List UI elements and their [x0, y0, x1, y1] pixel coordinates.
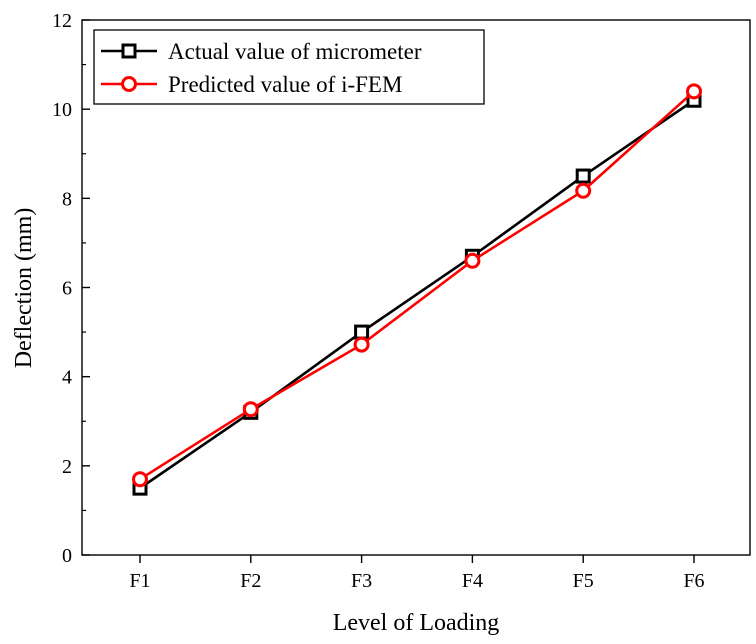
x-axis-title: Level of Loading — [333, 610, 500, 636]
legend-label-1: Actual value of micrometer — [168, 39, 422, 64]
legend-item-1: Actual value of micrometer — [101, 39, 422, 64]
y-tick-label: 0 — [62, 545, 72, 567]
legend-group: Actual value of micrometer Predicted valu… — [93, 29, 485, 105]
legend-box — [93, 29, 485, 105]
x-tick-label: F1 — [129, 570, 150, 592]
series-1-point — [354, 324, 370, 340]
legend-marker-2 — [121, 76, 137, 92]
series-1-line — [139, 99, 695, 490]
series-2-line — [139, 90, 695, 481]
series-2-point — [575, 182, 592, 199]
y-tick-label: 10 — [52, 99, 72, 121]
y-tick-label: 12 — [52, 10, 72, 32]
series-1 — [132, 92, 702, 496]
series-2-point — [242, 401, 259, 418]
series-group — [132, 83, 702, 496]
axes-group: 0 2 4 6 8 10 12 F1 F2 F3 F4 F5 F6 — [52, 10, 705, 592]
y-axis-title: Deflection (mm) — [11, 208, 37, 369]
series-2 — [132, 83, 702, 488]
x-tick-label: F3 — [351, 570, 372, 592]
series-2-point — [353, 336, 370, 353]
y-tick-label: 8 — [62, 188, 72, 210]
series-1-point — [575, 168, 591, 184]
x-tick-label: F2 — [240, 570, 261, 592]
series-2-point — [686, 83, 702, 100]
series-2-point — [464, 252, 481, 269]
legend-label-2: Predicted value of i-FEM — [168, 72, 402, 97]
y-tick-label: 2 — [62, 456, 72, 478]
series-2-point — [132, 471, 148, 488]
y-tick-label: 4 — [62, 367, 72, 389]
x-tick-label: F5 — [573, 570, 594, 592]
x-tick-label: F4 — [462, 570, 483, 592]
legend-marker-1 — [121, 43, 137, 59]
x-tick-label: F6 — [683, 570, 704, 592]
legend-item-2: Predicted value of i-FEM — [101, 72, 402, 97]
y-tick-label: 6 — [62, 278, 72, 300]
